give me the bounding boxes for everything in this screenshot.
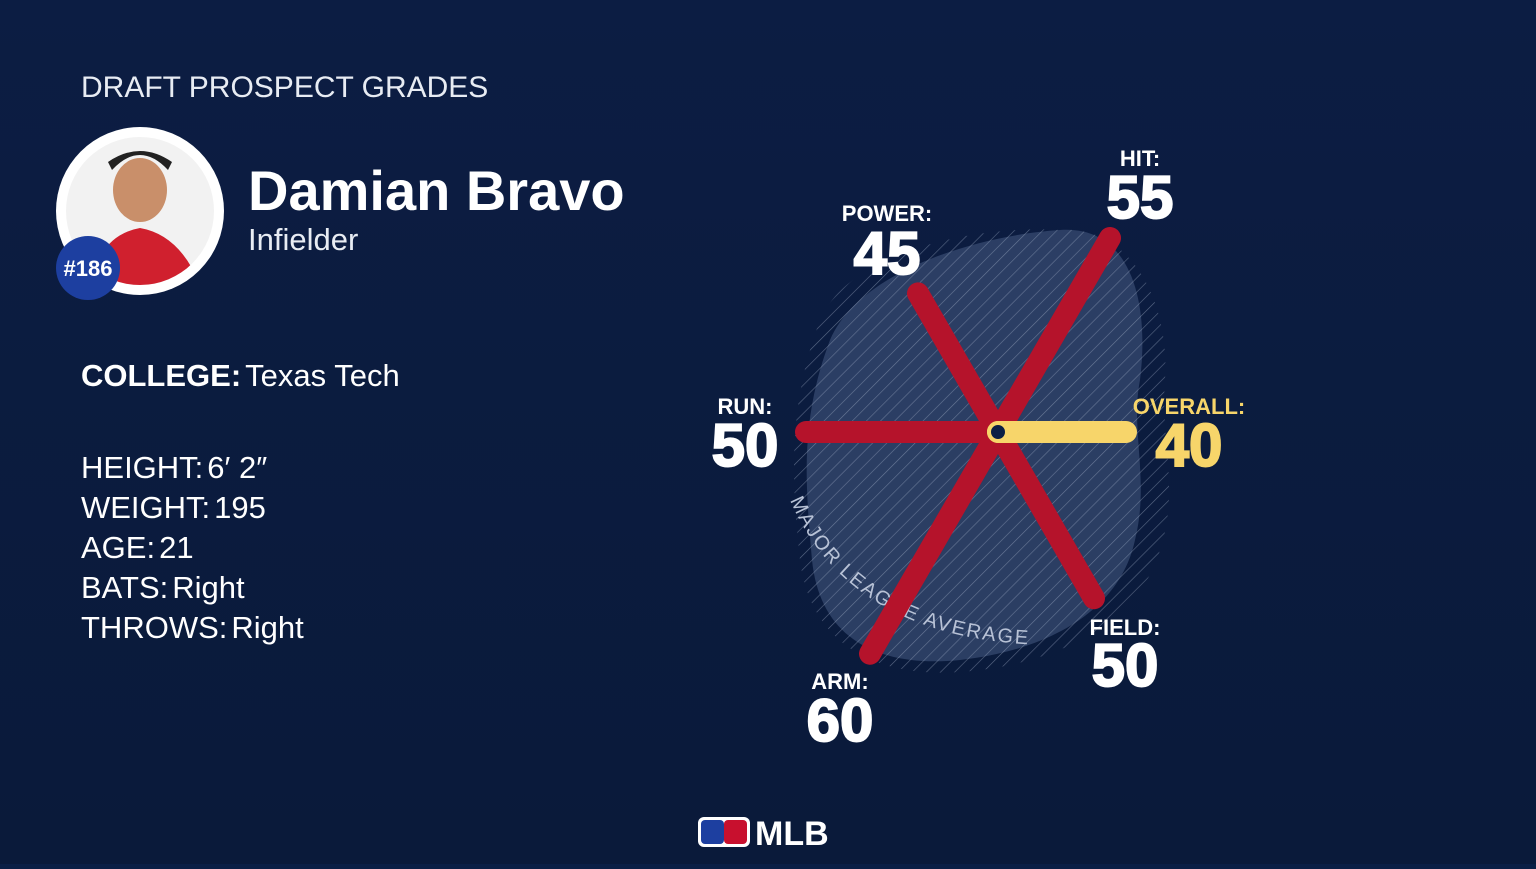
detail-label: AGE: bbox=[81, 530, 155, 565]
detail-label: BATS: bbox=[81, 570, 168, 605]
grade-label: HIT: bbox=[1120, 146, 1160, 171]
grade-label: ARM: bbox=[811, 669, 868, 694]
detail-label: HEIGHT: bbox=[81, 450, 203, 485]
detail-label: THROWS: bbox=[81, 610, 227, 645]
grade-value: 45 bbox=[854, 220, 921, 287]
grade-value: 55 bbox=[1107, 164, 1174, 231]
footer-logo: MLB bbox=[698, 815, 829, 853]
detail-label: WEIGHT: bbox=[81, 490, 210, 525]
grade-label: POWER: bbox=[842, 201, 932, 226]
college-label: COLLEGE: bbox=[81, 358, 241, 393]
detail-row: BATS: Right bbox=[81, 570, 245, 605]
spoke bbox=[987, 227, 1121, 443]
detail-row: THROWS: Right bbox=[81, 610, 304, 645]
player-name: Damian Bravo bbox=[248, 159, 625, 222]
grade-label: RUN: bbox=[718, 394, 773, 419]
detail-row: AGE: 21 bbox=[81, 530, 194, 565]
college-value: Texas Tech bbox=[245, 358, 400, 393]
detail-row: WEIGHT: 195 bbox=[81, 490, 266, 525]
grade-value: 40 bbox=[1156, 412, 1223, 479]
grade-value: 50 bbox=[712, 412, 779, 479]
detail-row: HEIGHT: 6′ 2″ bbox=[81, 450, 267, 485]
detail-value: Right bbox=[231, 610, 304, 645]
grade-value: 60 bbox=[807, 687, 874, 754]
center-dot bbox=[987, 421, 1009, 443]
radial-chart: HIT:55POWER:45RUN:50ARM:60FIELD:50OVERAL… bbox=[711, 146, 1246, 755]
detail-value: 21 bbox=[159, 530, 193, 565]
spoke bbox=[859, 421, 1009, 665]
spoke bbox=[907, 282, 1009, 443]
logo-text: MLB bbox=[755, 815, 829, 853]
rank-badge: #186 bbox=[64, 256, 113, 281]
kicker: DRAFT PROSPECT GRADES bbox=[81, 71, 488, 104]
detail-value: Right bbox=[172, 570, 245, 605]
grade-value: 50 bbox=[1092, 632, 1159, 699]
avatar: #186 bbox=[56, 127, 224, 300]
spoke bbox=[987, 421, 1105, 610]
player-position: Infielder bbox=[248, 222, 358, 257]
grade-label: FIELD: bbox=[1090, 615, 1161, 640]
college: COLLEGE: Texas Tech bbox=[81, 358, 400, 393]
detail-value: 195 bbox=[214, 490, 266, 525]
detail-value: 6′ 2″ bbox=[207, 450, 267, 485]
grade-label: OVERALL: bbox=[1133, 394, 1245, 419]
